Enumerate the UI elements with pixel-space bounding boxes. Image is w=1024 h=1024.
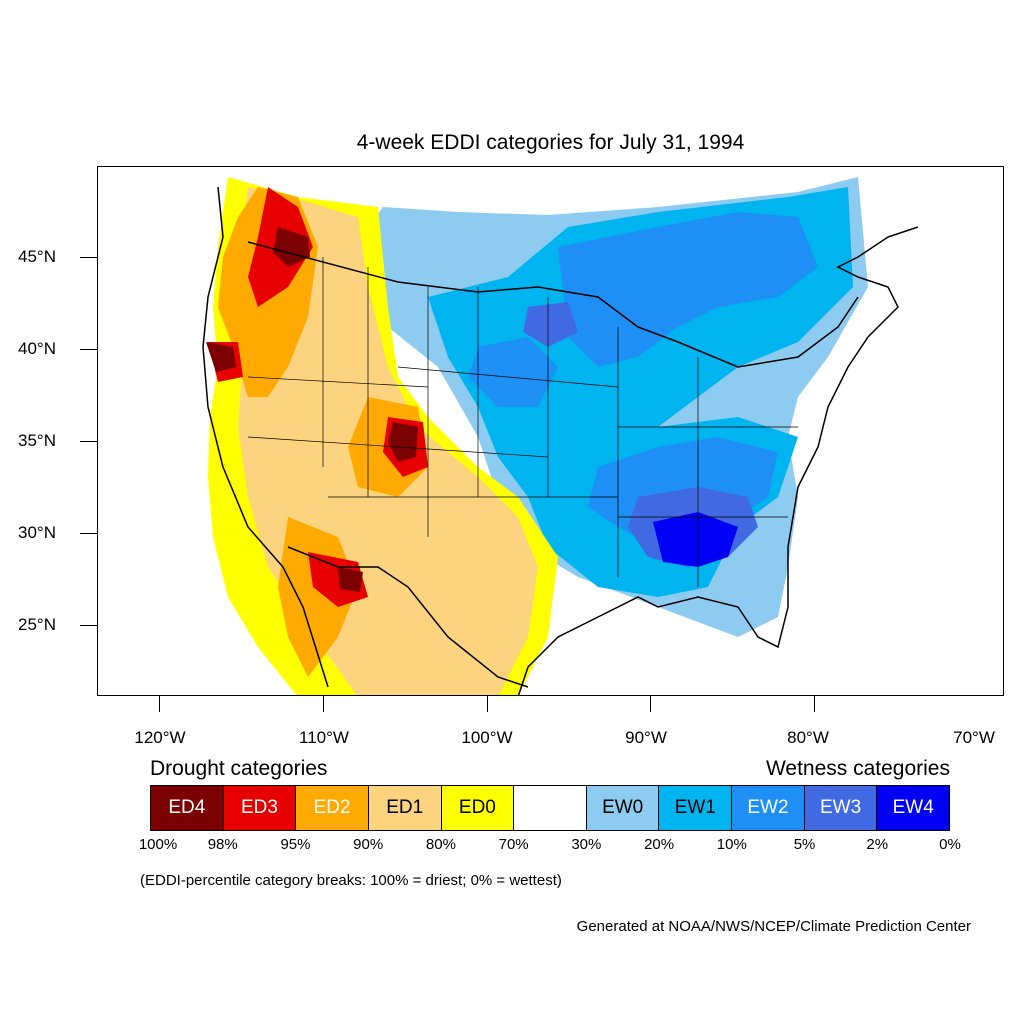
y-axis-label-30n: 30°N: [18, 523, 56, 542]
y-tick: [80, 441, 97, 442]
legend-break-label: 5%: [793, 836, 816, 853]
boundaries: [202, 186, 919, 695]
ew4-region: [653, 512, 738, 567]
x-axis-label-100w: 100°W: [461, 728, 513, 747]
x-tick: [487, 696, 488, 712]
legend-box-ew2: EW2: [732, 786, 805, 830]
drought-regions: [206, 177, 558, 695]
canada-border: [247, 241, 859, 368]
legend-break-label: 0%: [939, 836, 961, 853]
legend-break-label: 20%: [644, 836, 675, 853]
legend-box-ed4: ED4: [151, 786, 224, 830]
legend-break-label: 90%: [353, 836, 384, 853]
legend-break-label: 10%: [716, 836, 747, 853]
legend-break-label: 80%: [425, 836, 456, 853]
legend-break-label: 98%: [207, 836, 238, 853]
eddi-map: [202, 177, 919, 695]
legend-box-neutral: [514, 786, 587, 830]
legend-box-ed3: ED3: [223, 786, 297, 830]
legend-break-label: 100%: [138, 836, 178, 853]
x-axis-label-110w: 110°W: [299, 728, 349, 747]
category-breaks-note: (EDDI-percentile category breaks: 100% =…: [140, 872, 562, 889]
y-axis-label-40n: 40°N: [18, 339, 56, 358]
credit-text: Generated at NOAA/NWS/NCEP/Climate Predi…: [576, 918, 971, 935]
y-tick: [80, 257, 97, 258]
drought-categories-title: Drought categories: [150, 757, 328, 780]
legend-break-label: 95%: [280, 836, 311, 853]
x-tick: [650, 696, 651, 712]
x-axis-label-90w: 90°W: [625, 728, 667, 747]
x-axis-label-120w: 120°W: [134, 728, 186, 747]
legend-box-ed1: ED1: [368, 786, 442, 830]
legend-break-label: 70%: [498, 836, 529, 853]
legend-break-label: 30%: [571, 836, 602, 853]
y-tick: [80, 533, 97, 534]
ew3-region: [523, 302, 758, 567]
legend-box-ew1: EW1: [659, 786, 733, 830]
map-panel: [97, 166, 1004, 696]
legend-box-ed2: ED2: [296, 786, 369, 830]
state-lines: [247, 257, 798, 587]
ew2-region: [468, 212, 818, 547]
y-axis-label-35n: 35°N: [18, 431, 56, 450]
map-title: 4-week EDDI categories for July 31, 1994: [356, 131, 745, 154]
legend-bar: ED4 ED3 ED2 ED1 ED0 EW0 EW1 EW2 EW3 EW4: [150, 785, 950, 831]
legend-box-ew0: EW0: [586, 786, 660, 830]
x-axis-label-70w: 70°W: [953, 728, 995, 747]
wetness-categories-title: Wetness categories: [765, 757, 950, 780]
y-tick: [80, 349, 97, 350]
y-axis-label-45n: 45°N: [18, 247, 56, 266]
legend-box-ew3: EW3: [804, 786, 878, 830]
mexico-border: [287, 546, 529, 688]
ed3-region: [208, 187, 428, 607]
coastline: [202, 186, 919, 695]
x-tick: [814, 696, 815, 712]
legend-box-ew4: EW4: [877, 786, 950, 830]
legend-box-ed0: ED0: [441, 786, 515, 830]
x-tick: [323, 696, 324, 712]
y-axis-label-25n: 25°N: [18, 615, 56, 634]
legend-break-label: 2%: [866, 836, 889, 853]
x-axis-label-80w: 80°W: [787, 728, 829, 747]
ed2-region: [218, 187, 428, 677]
y-tick: [80, 625, 97, 626]
x-tick: [159, 696, 160, 712]
